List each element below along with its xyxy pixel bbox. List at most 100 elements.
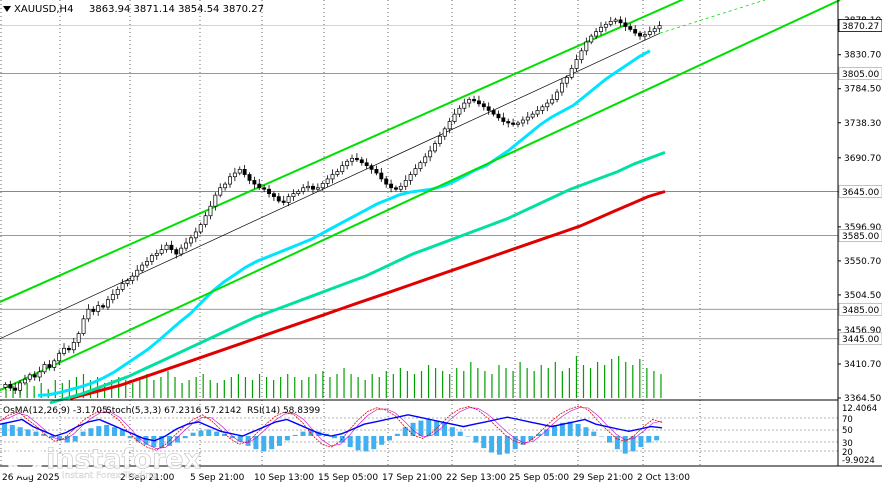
candle-body: [267, 188, 271, 195]
level-price-label: 3445.00: [842, 335, 879, 345]
candle-body: [550, 99, 555, 104]
osma-bar: [442, 422, 447, 436]
candle-body: [525, 116, 530, 121]
osma-bar: [64, 436, 70, 443]
candle-body: [511, 122, 516, 125]
candle-body: [535, 110, 540, 115]
ema-slow-line: [69, 190, 666, 400]
dropdown-triangle-icon[interactable]: [3, 6, 11, 12]
osma-bar: [481, 436, 487, 449]
candle-body: [159, 249, 164, 254]
candle-body: [296, 191, 301, 195]
price-axis: 3878.103830.703784.503738.303690.703644.…: [0, 0, 882, 467]
candle-body: [42, 364, 47, 373]
candle-body: [110, 294, 115, 301]
level-price-label: 3805.00: [842, 70, 879, 80]
candle-body: [188, 237, 193, 244]
candle-body: [311, 185, 315, 190]
candle-body: [86, 308, 91, 320]
osma-bar: [630, 436, 636, 452]
candle-body: [437, 135, 442, 144]
candle-body: [652, 28, 657, 33]
watermark: instaforex Instant Forex Trading: [7, 441, 201, 481]
osma-bar: [300, 431, 306, 436]
osma-bar: [552, 425, 557, 436]
candle-body: [398, 185, 403, 190]
price-tick-label: 3738.30: [844, 119, 881, 129]
osma-bar: [284, 436, 290, 441]
osma-bar: [72, 436, 78, 442]
osma-bar: [214, 431, 220, 436]
candle-body: [320, 183, 325, 189]
osma-bar: [583, 427, 589, 436]
level-price-label: 3485.00: [842, 306, 879, 316]
candle-body: [540, 106, 545, 111]
candle-body: [657, 25, 662, 30]
candle-body: [18, 382, 23, 391]
candle-body: [559, 82, 564, 93]
osma-bar: [198, 430, 204, 436]
osma-bar: [646, 436, 652, 443]
osma-bar: [127, 436, 133, 439]
osma-bar: [497, 436, 502, 455]
candle-body: [642, 34, 647, 37]
candle-body: [286, 196, 291, 203]
candle-body: [281, 200, 286, 203]
candle-body: [623, 22, 628, 27]
level-price-tag: [838, 229, 882, 242]
osma-bar: [253, 436, 259, 450]
time-tick-label: 2 Sep 21:00: [120, 473, 175, 483]
osma-bar: [96, 426, 102, 436]
candle-body: [628, 26, 633, 30]
moving-averages: [37, 49, 666, 405]
candle-body: [467, 99, 472, 104]
candle-body: [384, 178, 389, 185]
stoch-label: Stoch(5,3,3) 67.2316 57.2142: [106, 406, 241, 416]
price-tick-label: 3364.50: [844, 394, 881, 404]
logo-swirl-icon: [11, 444, 39, 472]
level-price-tag: [838, 302, 882, 316]
time-tick-label: 5 Sep 21:00: [190, 473, 245, 483]
level-price-label: 3645.00: [842, 188, 879, 198]
candle-body: [57, 353, 62, 362]
osma-bar: [151, 436, 157, 447]
channel-lower-line: [0, 0, 841, 392]
osma-bar: [457, 431, 463, 436]
osma-bar: [402, 427, 408, 436]
indicator-axis-label: 50: [842, 426, 853, 436]
candle-body: [184, 242, 189, 249]
candle-body: [276, 196, 281, 202]
candle-body: [237, 169, 242, 174]
ema-mid-line: [49, 150, 666, 405]
candle-body: [27, 374, 32, 380]
osma-bar: [512, 436, 518, 450]
volume-bars: [5, 356, 662, 398]
candle-body: [223, 183, 228, 189]
osma-bar: [245, 436, 251, 446]
candle-body: [23, 378, 27, 384]
candle-body: [247, 174, 252, 181]
candle-body: [193, 231, 198, 239]
osma-bar: [182, 436, 188, 439]
candle-body: [442, 128, 447, 137]
indicator-axis-label: -9.9024: [842, 456, 875, 466]
candle-body: [462, 102, 467, 109]
candle-body: [13, 387, 18, 391]
candle-body: [452, 113, 457, 122]
osma-bar: [465, 436, 471, 437]
candle-body: [325, 178, 330, 184]
osma-bar: [614, 436, 620, 450]
osma-bar: [489, 436, 495, 453]
osma-bar: [654, 436, 660, 441]
candle-body: [291, 193, 296, 197]
osma-bar: [339, 436, 345, 443]
candle-body: [228, 176, 232, 185]
candle-body: [125, 280, 130, 284]
candle-body: [81, 318, 86, 334]
osma-bar: [473, 436, 479, 443]
candle-body: [76, 333, 81, 343]
candle-body: [584, 41, 589, 52]
ema-fast-line: [37, 49, 651, 397]
osma-bar: [544, 429, 550, 436]
